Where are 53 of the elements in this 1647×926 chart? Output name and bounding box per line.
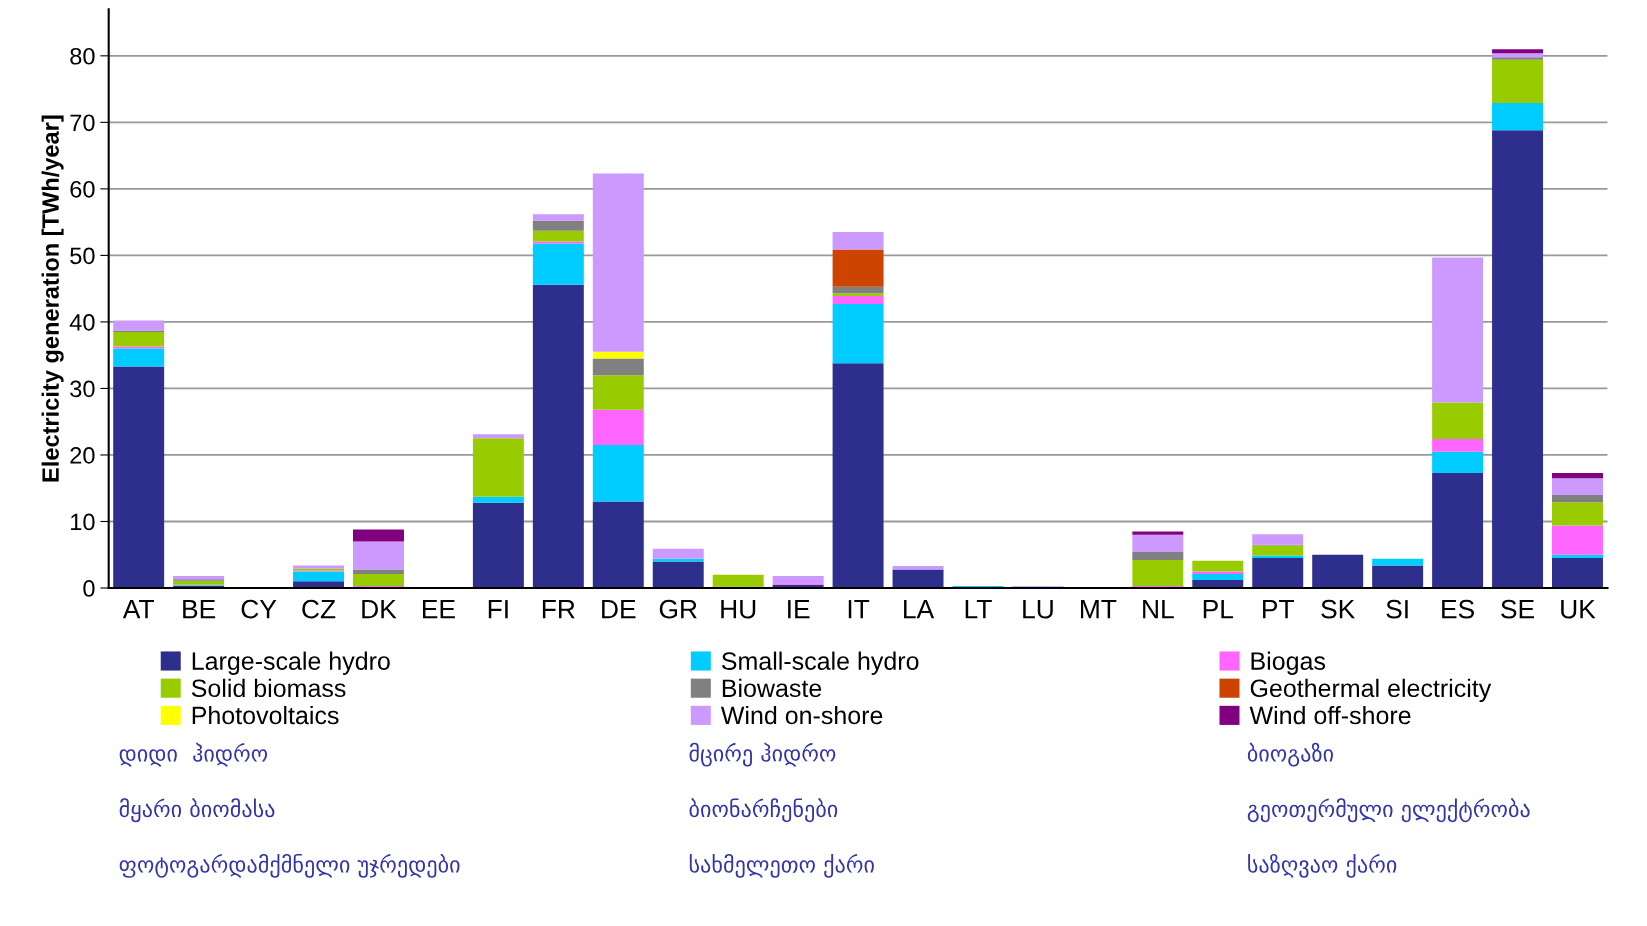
legend-label: Photovoltaics — [192, 705, 339, 725]
text: ფოტოგარდამქმნელი უჯრედები — [119, 853, 460, 878]
x-tick-label: AT — [122, 600, 154, 619]
text: ბიონარჩენები — [689, 798, 838, 823]
x-tick-label: HU — [721, 600, 756, 619]
x-tick-label: CZ — [302, 599, 336, 619]
x-tick-label: UK — [1561, 600, 1596, 619]
x-tick-label: DE — [602, 600, 636, 619]
text: მყარი ბიომასა — [119, 798, 275, 823]
x-tick-label: FI — [488, 600, 508, 619]
legend-label: Geothermal electricity — [1250, 678, 1492, 703]
x-tick-label: LT — [965, 600, 992, 619]
legend-label: Solid biomass — [191, 678, 346, 698]
x-tick-label: CY — [241, 599, 277, 619]
text: დიდი ჰიდრო — [119, 742, 268, 767]
legend-label: Large-scale hydro — [192, 651, 390, 675]
text: ბიოგაზი — [1247, 742, 1333, 767]
x-tick-label: BE — [183, 600, 216, 619]
x-tick-label: PL — [1203, 600, 1234, 619]
x-tick-label: IE — [788, 600, 810, 619]
y-tick-label: 70 — [70, 114, 95, 132]
x-tick-label: LA — [904, 600, 935, 619]
y-tick-label: 30 — [70, 380, 95, 398]
x-tick-label: SI — [1386, 599, 1408, 619]
x-tick-label: ES — [1442, 599, 1474, 619]
x-tick-label: PT — [1263, 600, 1294, 619]
y-tick-label: 50 — [70, 247, 95, 265]
x-tick-label: EE — [422, 600, 455, 619]
text: საზღვაო ქარი — [1248, 853, 1397, 878]
y-tick-label: 80 — [70, 47, 95, 65]
text: გეოთერმული ელექტრობა — [1247, 798, 1530, 823]
y-tick-label: 20 — [70, 447, 95, 464]
y-tick-label: 40 — [69, 313, 95, 331]
x-tick-label: LU — [1023, 600, 1053, 619]
legend-label: Biowaste — [722, 678, 822, 698]
y-tick-label: 10 — [71, 513, 95, 531]
legend-label: Wind off-shore — [1249, 705, 1411, 725]
text: სახმელეთო ქარი — [689, 853, 874, 878]
text: მცირე ჰიდრო — [689, 742, 836, 767]
y-tick-label: 0 — [83, 580, 95, 597]
x-tick-label: FR — [542, 600, 575, 619]
legend-label: Wind on-shore — [720, 705, 883, 725]
x-tick-label: SK — [1321, 599, 1355, 619]
x-tick-label: NL — [1143, 600, 1174, 619]
y-axis-title: Electricity generation [TWh/year] — [41, 115, 64, 482]
legend-label: Small-scale hydro — [721, 651, 919, 675]
legend-label: Biogas — [1251, 651, 1326, 675]
x-tick-label: SE — [1501, 599, 1535, 619]
y-tick-label: 60 — [70, 180, 95, 198]
x-tick-label: IT — [848, 600, 870, 619]
x-tick-label: MT — [1081, 600, 1117, 619]
x-tick-label: DK — [362, 600, 397, 619]
x-tick-label: GR — [659, 599, 697, 619]
